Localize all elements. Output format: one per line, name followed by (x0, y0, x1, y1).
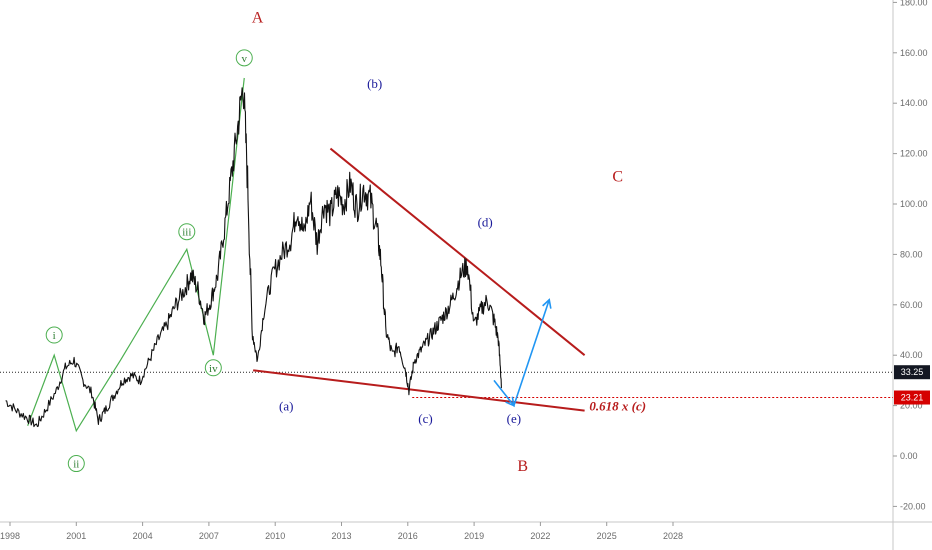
x-tick-label: 2019 (464, 531, 484, 541)
y-tick-label: 80.00 (900, 249, 923, 259)
price-series-line (5, 87, 503, 428)
x-tick-label: 2010 (265, 531, 285, 541)
annotation-label: C (612, 168, 623, 185)
y-tick-label: 100.00 (900, 199, 928, 209)
y-tick-label: 140.00 (900, 98, 928, 108)
projection-arrow-head-up (542, 298, 552, 309)
projection-arrow-head-down (505, 396, 515, 407)
price-badge-bg (894, 365, 930, 380)
annotation-label: (d) (478, 215, 493, 230)
y-tick-label: 0.00 (900, 451, 918, 461)
x-tick-label: 2022 (530, 531, 550, 541)
wave-circle (178, 223, 196, 241)
wave-circle (67, 455, 85, 473)
annotation-label: A (252, 10, 264, 27)
x-tick-label: 2013 (331, 531, 351, 541)
annotation-label: (b) (367, 76, 382, 91)
x-tick-label: 2025 (597, 531, 617, 541)
wave-label-i: i (53, 330, 56, 342)
annotation-label: 0.618 x (c) (589, 399, 646, 414)
impulse-wave-line (27, 77, 245, 433)
x-tick-label: 1998 (0, 531, 20, 541)
x-tick-label: 2028 (663, 531, 683, 541)
x-tick-label: 2016 (398, 531, 418, 541)
y-tick-label: 180.00 (900, 0, 928, 7)
annotation-label: (c) (418, 411, 432, 426)
wave-label-iii: iii (182, 227, 191, 239)
y-tick-label: 20.00 (900, 401, 923, 411)
x-tick-label: 2007 (199, 531, 219, 541)
wave-label-iv: iv (209, 363, 218, 375)
wave-circle (235, 49, 253, 67)
y-tick-label: 60.00 (900, 300, 923, 310)
time-axis[interactable]: 1998 2001 2004 2007 2010 2013 2016 2019 2022 2025… (0, 522, 683, 541)
wave-label-v: v (242, 53, 248, 65)
x-tick-label: 2004 (133, 531, 153, 541)
y-tick-label: 40.00 (900, 350, 923, 360)
annotation-label: (e) (507, 411, 521, 426)
price-badge-text: 33.25 (901, 367, 924, 377)
price-series-layer (5, 87, 503, 428)
x-tick-label: 2001 (66, 531, 86, 541)
wave-circle (45, 326, 63, 344)
annotation-label: B (517, 458, 528, 475)
price-badges: 33.25 23.21 (894, 365, 930, 405)
wave-label-ii: ii (73, 459, 79, 471)
y-tick-label: 160.00 (900, 48, 928, 58)
lower-trendline (252, 369, 585, 412)
y-tick-label: 120.00 (900, 149, 928, 159)
drawing-layer (0, 77, 893, 433)
price-axis[interactable]: 180.00 160.00 140.00 120.00 100.00 80.00 60.00… (893, 0, 928, 511)
plot-background (0, 0, 893, 522)
annotation-label: (a) (279, 399, 293, 414)
wave-circle (204, 359, 222, 377)
y-tick-label: -20.00 (900, 501, 926, 511)
price-badge-bg (894, 390, 930, 405)
price-badge-text: 23.21 (901, 393, 924, 403)
